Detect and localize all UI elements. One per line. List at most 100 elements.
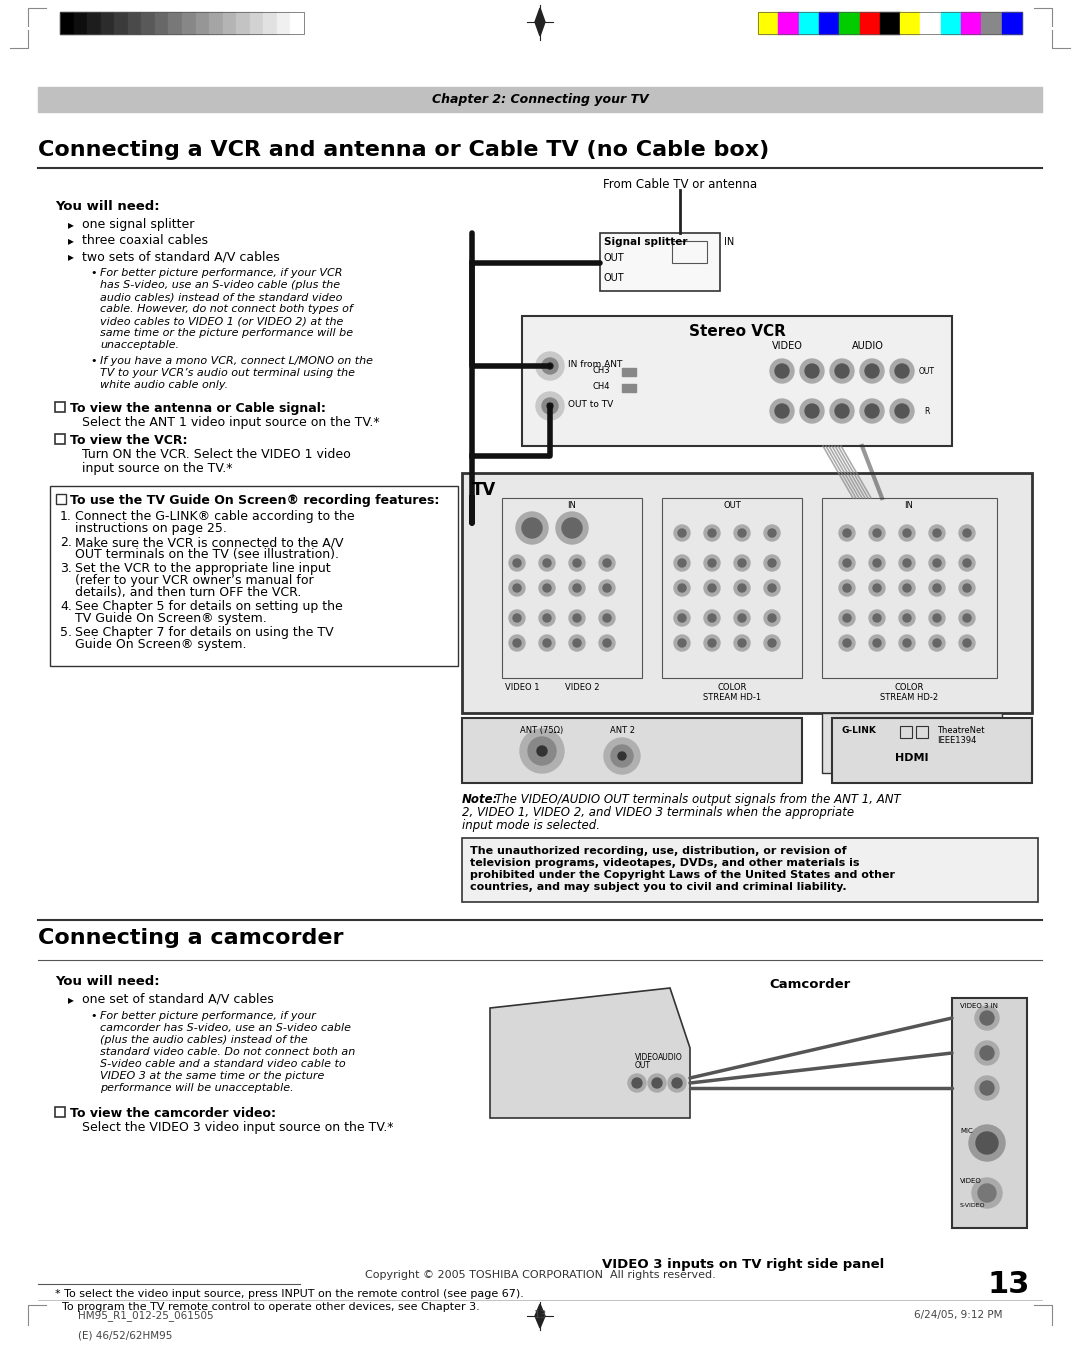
- Text: audio cables) instead of the standard video: audio cables) instead of the standard vi…: [100, 292, 342, 301]
- Circle shape: [738, 529, 746, 537]
- Bar: [38, 87, 1042, 112]
- Circle shape: [556, 512, 588, 544]
- Bar: [249, 12, 264, 34]
- Circle shape: [599, 636, 615, 651]
- Circle shape: [929, 636, 945, 651]
- Bar: [852, 723, 887, 747]
- Bar: [822, 498, 997, 678]
- Circle shape: [704, 610, 720, 626]
- Circle shape: [980, 1082, 994, 1095]
- Text: VIDEO 2: VIDEO 2: [565, 683, 599, 692]
- Text: 1.: 1.: [60, 510, 72, 522]
- Bar: [264, 12, 276, 34]
- Text: prohibited under the Copyright Laws of the United States and other: prohibited under the Copyright Laws of t…: [470, 870, 895, 880]
- Text: Stereo VCR: Stereo VCR: [689, 325, 785, 340]
- Circle shape: [839, 636, 855, 651]
- Text: instructions on page 25.: instructions on page 25.: [75, 522, 227, 535]
- Text: countries, and may subject you to civil and criminal liability.: countries, and may subject you to civil …: [470, 883, 847, 892]
- Circle shape: [933, 614, 941, 622]
- Circle shape: [843, 614, 851, 622]
- Circle shape: [873, 559, 881, 567]
- Text: OUT: OUT: [635, 1061, 651, 1069]
- Circle shape: [708, 559, 716, 567]
- Bar: [900, 726, 912, 738]
- Circle shape: [704, 555, 720, 572]
- Circle shape: [708, 638, 716, 647]
- Bar: [183, 12, 195, 34]
- Text: details), and then turn OFF the VCR.: details), and then turn OFF the VCR.: [75, 587, 301, 599]
- Circle shape: [708, 614, 716, 622]
- Circle shape: [708, 529, 716, 537]
- Circle shape: [839, 555, 855, 572]
- Text: MIC: MIC: [960, 1128, 973, 1133]
- Circle shape: [929, 580, 945, 596]
- Circle shape: [573, 638, 581, 647]
- Text: The unauthorized recording, use, distribution, or revision of: The unauthorized recording, use, distrib…: [470, 846, 847, 857]
- Text: OUT: OUT: [604, 273, 624, 282]
- Circle shape: [839, 610, 855, 626]
- Bar: [55, 434, 65, 445]
- Bar: [622, 385, 636, 391]
- Bar: [154, 12, 168, 34]
- Polygon shape: [535, 1304, 545, 1329]
- Circle shape: [536, 352, 564, 381]
- Text: Select the VIDEO 3 video input source on the TV.*: Select the VIDEO 3 video input source on…: [82, 1121, 393, 1133]
- Text: 2, VIDEO 1, VIDEO 2, and VIDEO 3 terminals when the appropriate: 2, VIDEO 1, VIDEO 2, and VIDEO 3 termina…: [462, 806, 854, 818]
- Circle shape: [537, 746, 546, 756]
- Circle shape: [903, 584, 912, 592]
- Bar: [941, 12, 961, 34]
- Bar: [114, 12, 127, 34]
- Text: R: R: [924, 406, 930, 416]
- Circle shape: [933, 559, 941, 567]
- Circle shape: [972, 1178, 1002, 1209]
- Text: Select the ANT 1 video input source on the TV.*: Select the ANT 1 video input source on t…: [82, 416, 380, 430]
- Circle shape: [542, 398, 558, 415]
- Circle shape: [652, 1078, 662, 1088]
- Circle shape: [678, 614, 686, 622]
- Circle shape: [890, 359, 914, 383]
- Circle shape: [546, 363, 553, 370]
- Circle shape: [899, 636, 915, 651]
- Bar: [916, 726, 928, 738]
- Text: COLOR
STREAM HD-2: COLOR STREAM HD-2: [880, 683, 939, 702]
- Circle shape: [873, 529, 881, 537]
- Circle shape: [899, 580, 915, 596]
- Circle shape: [890, 400, 914, 423]
- Text: two sets of standard A/V cables: two sets of standard A/V cables: [82, 250, 280, 263]
- Text: ▸: ▸: [68, 993, 73, 1007]
- Circle shape: [543, 638, 551, 647]
- Text: TheatreNet
IEEE1394: TheatreNet IEEE1394: [937, 726, 985, 745]
- Circle shape: [543, 559, 551, 567]
- Circle shape: [963, 614, 971, 622]
- Circle shape: [869, 525, 885, 542]
- Circle shape: [543, 584, 551, 592]
- Circle shape: [768, 584, 777, 592]
- Text: unacceptable.: unacceptable.: [100, 340, 179, 351]
- Bar: [195, 12, 210, 34]
- Text: To view the camcorder video:: To view the camcorder video:: [70, 1108, 276, 1120]
- Circle shape: [764, 610, 780, 626]
- Bar: [210, 12, 222, 34]
- Circle shape: [899, 525, 915, 542]
- Circle shape: [674, 610, 690, 626]
- Text: input mode is selected.: input mode is selected.: [462, 818, 600, 832]
- Circle shape: [768, 529, 777, 537]
- Bar: [880, 12, 900, 34]
- Text: Signal splitter: Signal splitter: [604, 237, 688, 247]
- Bar: [912, 723, 947, 747]
- Circle shape: [678, 638, 686, 647]
- Text: •: •: [90, 267, 96, 278]
- Bar: [600, 233, 720, 291]
- Circle shape: [929, 610, 945, 626]
- Bar: [982, 12, 1001, 34]
- Text: input source on the TV.*: input source on the TV.*: [82, 462, 232, 475]
- Circle shape: [509, 580, 525, 596]
- Text: standard video cable. Do not connect both an: standard video cable. Do not connect bot…: [100, 1048, 355, 1057]
- Circle shape: [536, 391, 564, 420]
- Circle shape: [963, 529, 971, 537]
- Bar: [55, 1108, 65, 1117]
- Circle shape: [603, 638, 611, 647]
- Circle shape: [543, 614, 551, 622]
- Bar: [798, 12, 819, 34]
- Text: CH4: CH4: [593, 382, 610, 391]
